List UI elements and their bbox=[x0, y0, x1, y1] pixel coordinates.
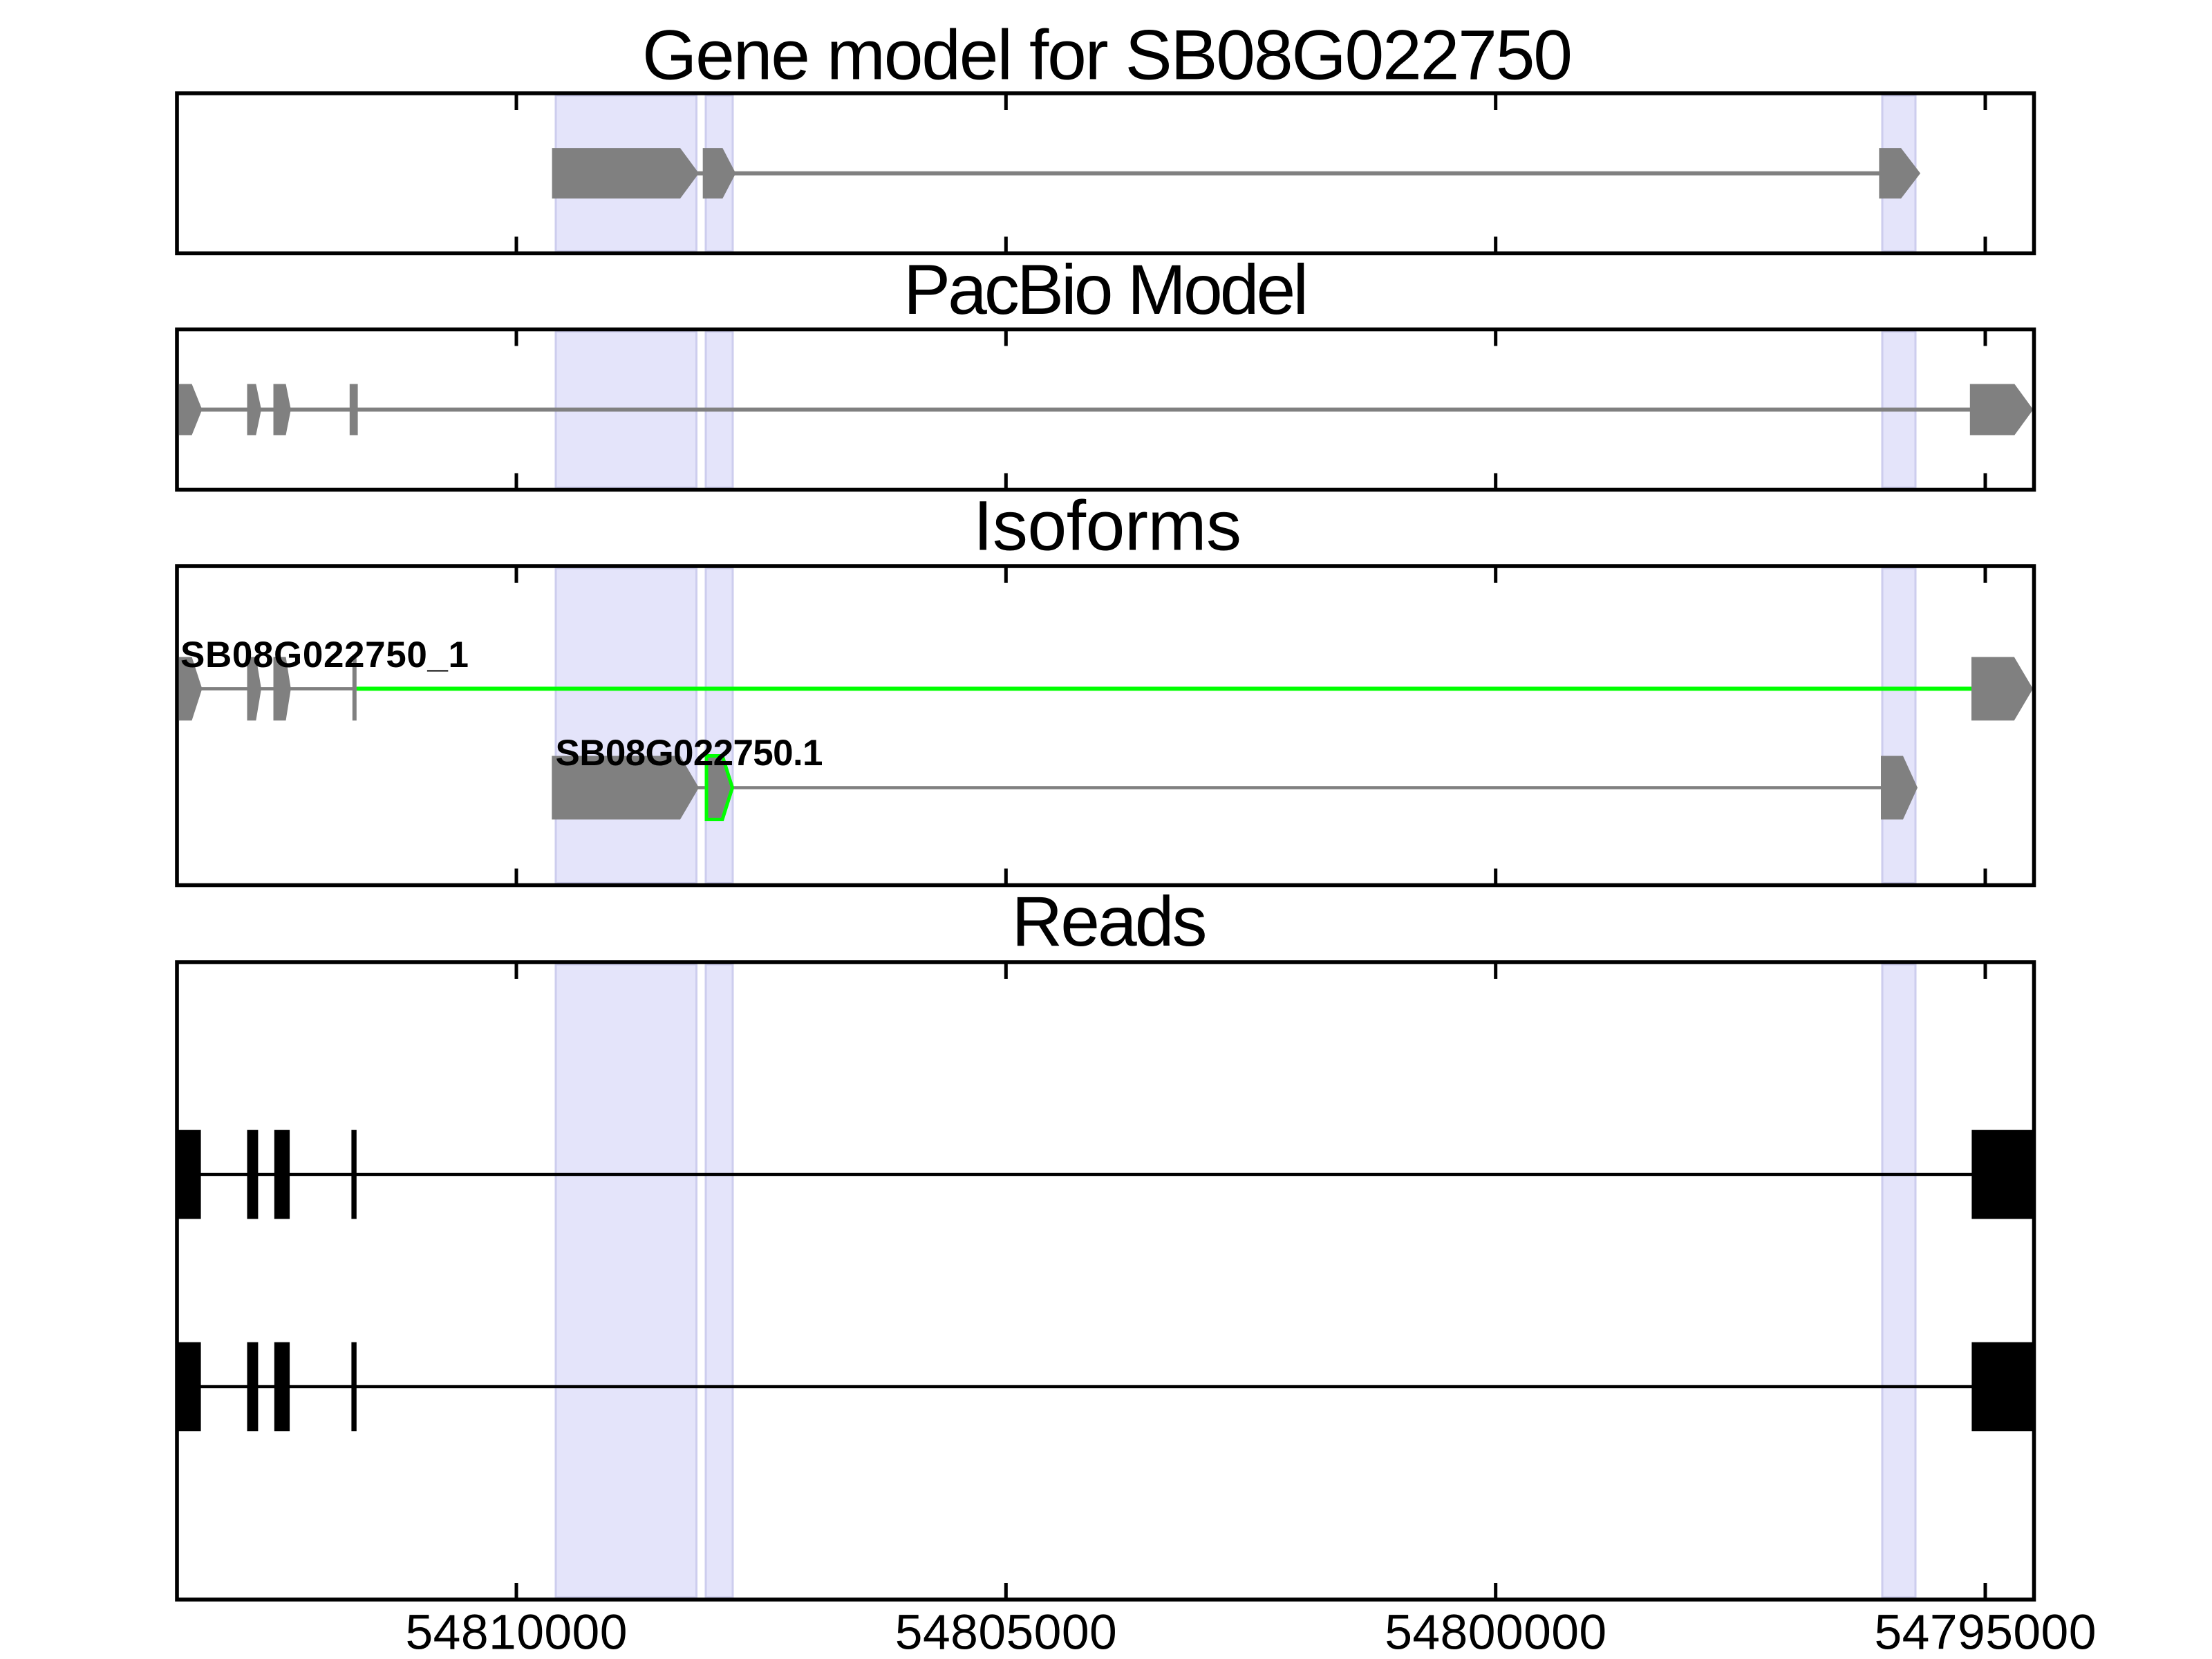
svg-text:54805000: 54805000 bbox=[895, 1605, 1117, 1659]
svg-text:54800000: 54800000 bbox=[1385, 1605, 1606, 1659]
svg-text:SB08G022750.1: SB08G022750.1 bbox=[556, 733, 823, 774]
svg-text:SB08G022750_1: SB08G022750_1 bbox=[180, 635, 469, 675]
svg-text:PacBio Model: PacBio Model bbox=[903, 250, 1309, 329]
svg-text:Reads: Reads bbox=[1012, 882, 1208, 961]
svg-text:54810000: 54810000 bbox=[406, 1605, 628, 1659]
svg-text:Gene model for SB08G022750: Gene model for SB08G022750 bbox=[642, 15, 1573, 94]
svg-text:54795000: 54795000 bbox=[1875, 1605, 2097, 1659]
svg-text:Isoforms: Isoforms bbox=[973, 487, 1241, 565]
